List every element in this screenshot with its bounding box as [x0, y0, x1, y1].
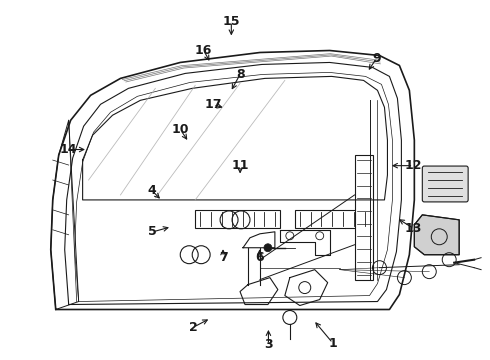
FancyBboxPatch shape [355, 155, 372, 280]
Text: 13: 13 [405, 222, 422, 235]
Text: 8: 8 [236, 68, 245, 81]
Polygon shape [415, 215, 459, 255]
Text: 4: 4 [148, 184, 157, 197]
Text: 5: 5 [148, 225, 157, 238]
Text: 17: 17 [204, 98, 222, 111]
Text: 15: 15 [222, 15, 240, 28]
Text: 11: 11 [231, 159, 249, 172]
Text: 12: 12 [405, 159, 422, 172]
FancyBboxPatch shape [195, 210, 280, 228]
Text: 3: 3 [264, 338, 273, 351]
FancyBboxPatch shape [422, 166, 468, 202]
Circle shape [264, 244, 272, 252]
Text: 9: 9 [372, 51, 381, 64]
Text: 10: 10 [172, 123, 189, 136]
Text: 2: 2 [189, 320, 198, 333]
Text: 16: 16 [195, 44, 212, 57]
FancyBboxPatch shape [295, 210, 369, 228]
Text: 6: 6 [255, 251, 264, 264]
Text: 7: 7 [219, 251, 227, 264]
Text: 14: 14 [60, 143, 77, 156]
Text: 1: 1 [328, 337, 337, 350]
